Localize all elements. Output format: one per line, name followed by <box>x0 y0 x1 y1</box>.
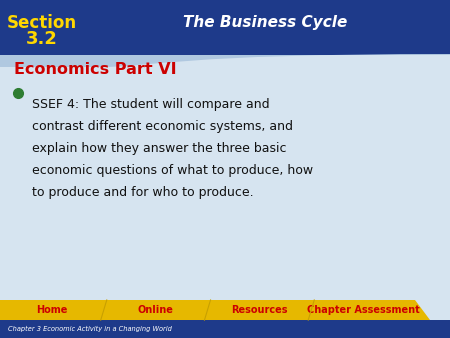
Text: Chapter 3 Economic Activity in a Changing World: Chapter 3 Economic Activity in a Changin… <box>8 326 172 332</box>
Polygon shape <box>0 300 430 320</box>
Bar <box>0 0 450 55</box>
Text: SSEF 4: The student will compare and: SSEF 4: The student will compare and <box>32 98 270 111</box>
Text: Online: Online <box>138 305 174 315</box>
PathPatch shape <box>0 54 450 67</box>
Text: to produce and for who to produce.: to produce and for who to produce. <box>32 186 254 199</box>
Text: Section: Section <box>7 14 77 32</box>
Text: Chapter Assessment: Chapter Assessment <box>307 305 419 315</box>
Text: Resources: Resources <box>231 305 288 315</box>
Text: explain how they answer the three basic: explain how they answer the three basic <box>32 142 287 155</box>
Text: The Business Cycle: The Business Cycle <box>183 15 347 29</box>
Text: economic questions of what to produce, how: economic questions of what to produce, h… <box>32 164 313 177</box>
Text: 3.2: 3.2 <box>26 30 58 48</box>
Text: contrast different economic systems, and: contrast different economic systems, and <box>32 120 293 133</box>
Bar <box>0 320 450 338</box>
Text: Home: Home <box>36 305 68 315</box>
Text: Economics Part VI: Economics Part VI <box>14 62 176 77</box>
Bar <box>0 0 85 55</box>
